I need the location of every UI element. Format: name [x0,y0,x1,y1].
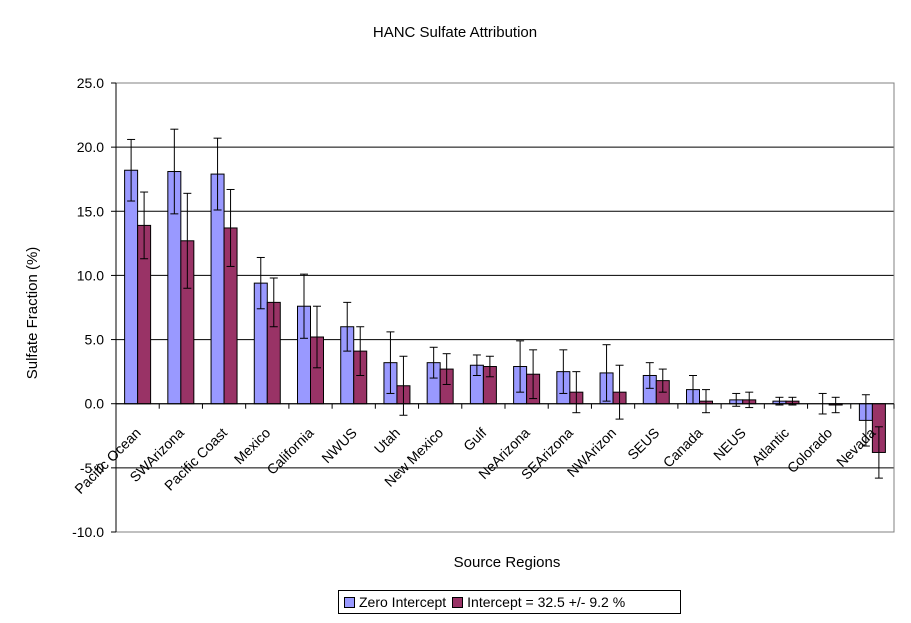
y-tick-label: -10.0 [72,524,104,540]
legend-item-zero-intercept: Zero Intercept [344,594,446,610]
y-tick-label: 20.0 [77,139,104,155]
y-tick-label: 25.0 [77,75,104,91]
y-tick-label: -5.0 [80,460,104,476]
x-axis-title: Source Regions [454,554,561,571]
category-label: California [263,424,316,477]
category-label: NEUS [710,425,749,464]
y-tick-label: 15.0 [77,203,104,219]
category-label: Gulf [460,424,490,454]
chart-title: HANC Sulfate Attribution [373,24,537,41]
legend-swatch-zero-intercept [344,596,355,608]
legend-item-intercept: Intercept = 32.5 +/- 9.2 % [452,594,625,610]
bars [124,169,886,453]
error-bars [127,128,883,479]
category-label: NWUS [318,425,360,467]
y-tick-label: 0.0 [85,396,105,412]
legend: Zero Intercept Intercept = 32.5 +/- 9.2 … [338,590,681,614]
category-label: Utah [371,425,403,457]
y-tick-label: 5.0 [85,332,105,348]
category-label: Mexico [231,424,274,467]
bar [124,169,139,405]
x-axis [115,403,895,409]
category-label: Nevada [833,424,879,470]
y-axis-title: Sulfate Fraction (%) [24,247,41,380]
y-tick-label: 10.0 [77,267,104,283]
category-label: Canada [660,424,706,470]
legend-swatch-intercept [452,596,464,608]
y-axis: 25.0 20.0 15.0 10.0 5.0 0.0 -5.0 -10.0 [72,75,117,540]
category-label: SEUS [624,425,662,463]
legend-label-zero-intercept: Zero Intercept [359,594,447,610]
legend-label-intercept: Intercept = 32.5 +/- 9.2 % [467,594,626,610]
